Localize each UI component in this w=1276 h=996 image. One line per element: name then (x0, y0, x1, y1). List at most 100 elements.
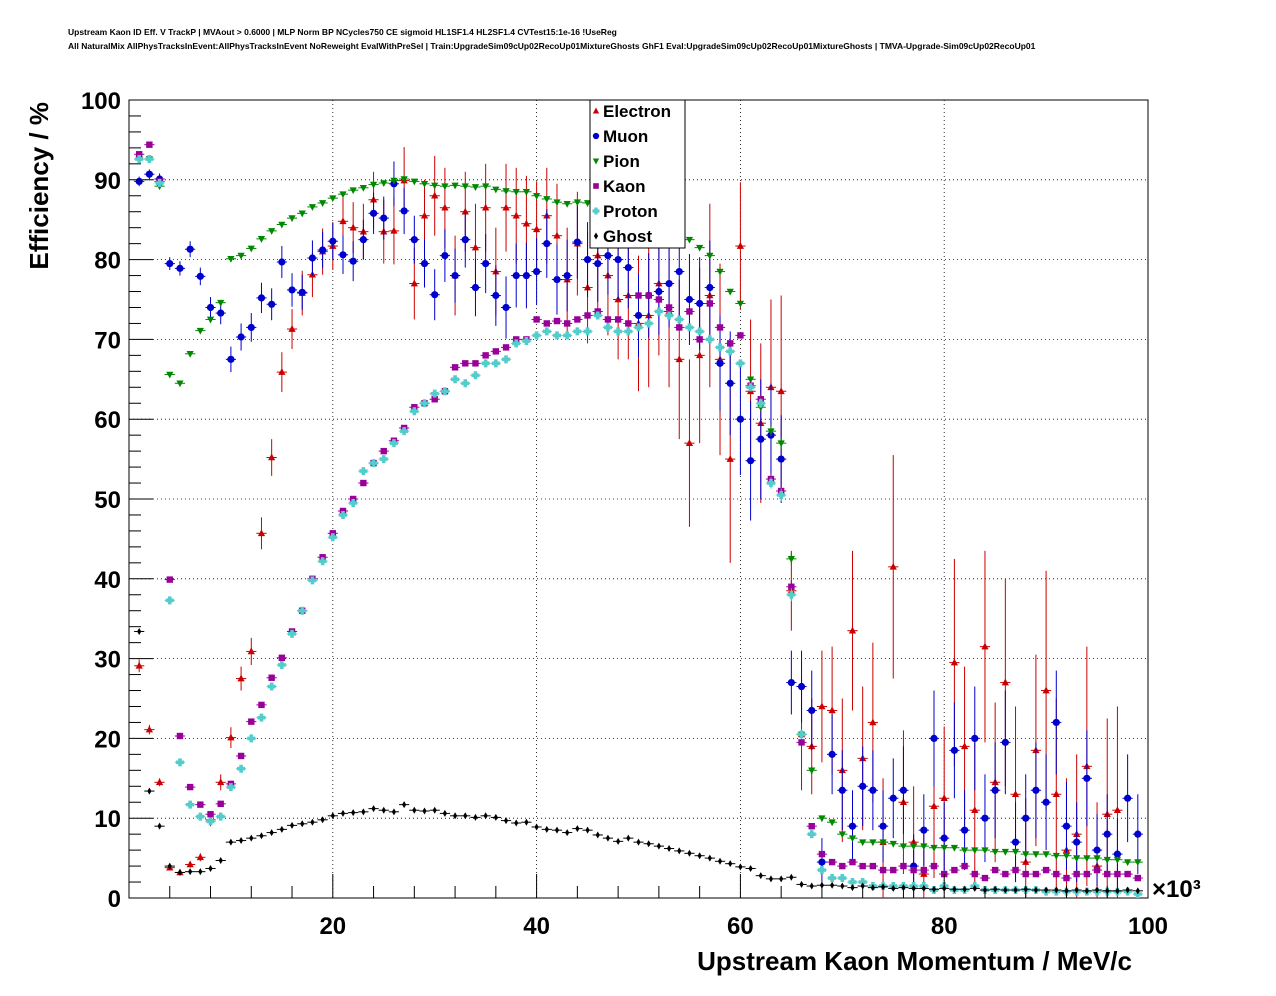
data-point (491, 359, 500, 368)
plot-header-line-2: All NaturalMix AllPhysTracksInEvent:AllP… (68, 41, 1036, 51)
data-point (410, 178, 418, 186)
data-point (869, 839, 877, 847)
data-point (859, 862, 866, 870)
data-point (340, 809, 346, 817)
x-tick-label: 20 (319, 913, 346, 940)
data-point (257, 236, 266, 243)
data-point (288, 286, 296, 294)
data-point (278, 368, 286, 375)
data-point (1002, 870, 1009, 878)
data-point (736, 242, 744, 249)
data-point (593, 311, 602, 320)
data-point (818, 815, 826, 823)
y-tick-label: 30 (94, 647, 121, 674)
data-point (379, 455, 388, 464)
data-point (451, 375, 460, 384)
data-point (1001, 678, 1009, 686)
data-point (1124, 870, 1131, 878)
data-point (1113, 850, 1122, 858)
data-point (308, 576, 317, 585)
data-point (543, 240, 551, 248)
data-point (573, 199, 581, 207)
data-point (697, 852, 702, 860)
data-point (1011, 790, 1020, 798)
data-point (777, 491, 786, 500)
data-point (155, 178, 164, 187)
data-point (298, 210, 306, 218)
data-point (859, 782, 867, 790)
data-point (380, 180, 388, 187)
data-point (288, 215, 296, 223)
y-tick-label: 20 (94, 726, 121, 753)
data-point (400, 176, 408, 184)
data-point (351, 809, 356, 817)
data-point (777, 387, 785, 395)
data-point (166, 576, 173, 583)
data-point (349, 223, 357, 231)
data-point (1054, 886, 1059, 894)
data-point (502, 355, 511, 364)
data-point (410, 407, 419, 416)
data-point (146, 141, 153, 148)
data-point (706, 300, 714, 307)
data-point (237, 752, 245, 760)
data-point (1011, 838, 1020, 846)
data-point (1134, 859, 1142, 867)
y-tick-label: 60 (94, 407, 121, 434)
data-point (991, 848, 999, 856)
data-point (289, 821, 295, 829)
data-point (1083, 855, 1091, 863)
data-point (542, 327, 551, 336)
data-point (675, 355, 683, 363)
data-point (563, 271, 571, 280)
data-point (1113, 806, 1122, 814)
data-point (196, 812, 205, 821)
data-point (482, 259, 490, 268)
data-point (1094, 886, 1100, 894)
data-point (930, 862, 938, 870)
y-tick-label: 90 (94, 168, 121, 195)
data-point (685, 323, 694, 332)
data-point (574, 316, 581, 323)
y-tick-label: 50 (94, 487, 121, 514)
data-point (828, 750, 836, 758)
data-point (554, 826, 560, 834)
data-point (186, 245, 194, 253)
data-point (746, 383, 755, 392)
data-point (461, 183, 469, 191)
data-point (431, 396, 438, 403)
legend-label: Kaon (603, 177, 646, 196)
data-point (493, 813, 498, 821)
data-point (369, 181, 378, 189)
data-point (799, 880, 804, 888)
data-point (666, 845, 672, 853)
data-point (818, 850, 826, 858)
data-point (737, 332, 744, 339)
data-point (595, 831, 600, 839)
y-tick-label: 10 (94, 806, 121, 833)
data-point (1033, 886, 1039, 894)
data-point (247, 245, 255, 253)
data-point (176, 732, 184, 740)
data-point (227, 256, 235, 263)
data-point (1074, 886, 1079, 894)
data-point (848, 835, 857, 843)
legend-entry-proton: Proton (592, 202, 658, 221)
data-point (237, 252, 245, 260)
data-point (533, 225, 541, 233)
legend-label: Muon (603, 127, 648, 146)
legend-label: Pion (603, 152, 640, 171)
legend-entry-muon: Muon (592, 127, 648, 146)
data-point (817, 866, 826, 875)
data-point (412, 806, 417, 814)
data-point (359, 184, 367, 192)
data-point (920, 843, 928, 851)
data-point (422, 807, 427, 815)
data-point (369, 459, 378, 468)
data-point (819, 881, 825, 889)
data-point (278, 654, 286, 662)
data-point (1052, 852, 1060, 860)
data-point (217, 299, 225, 307)
data-point (432, 806, 437, 814)
data-point (890, 866, 897, 874)
